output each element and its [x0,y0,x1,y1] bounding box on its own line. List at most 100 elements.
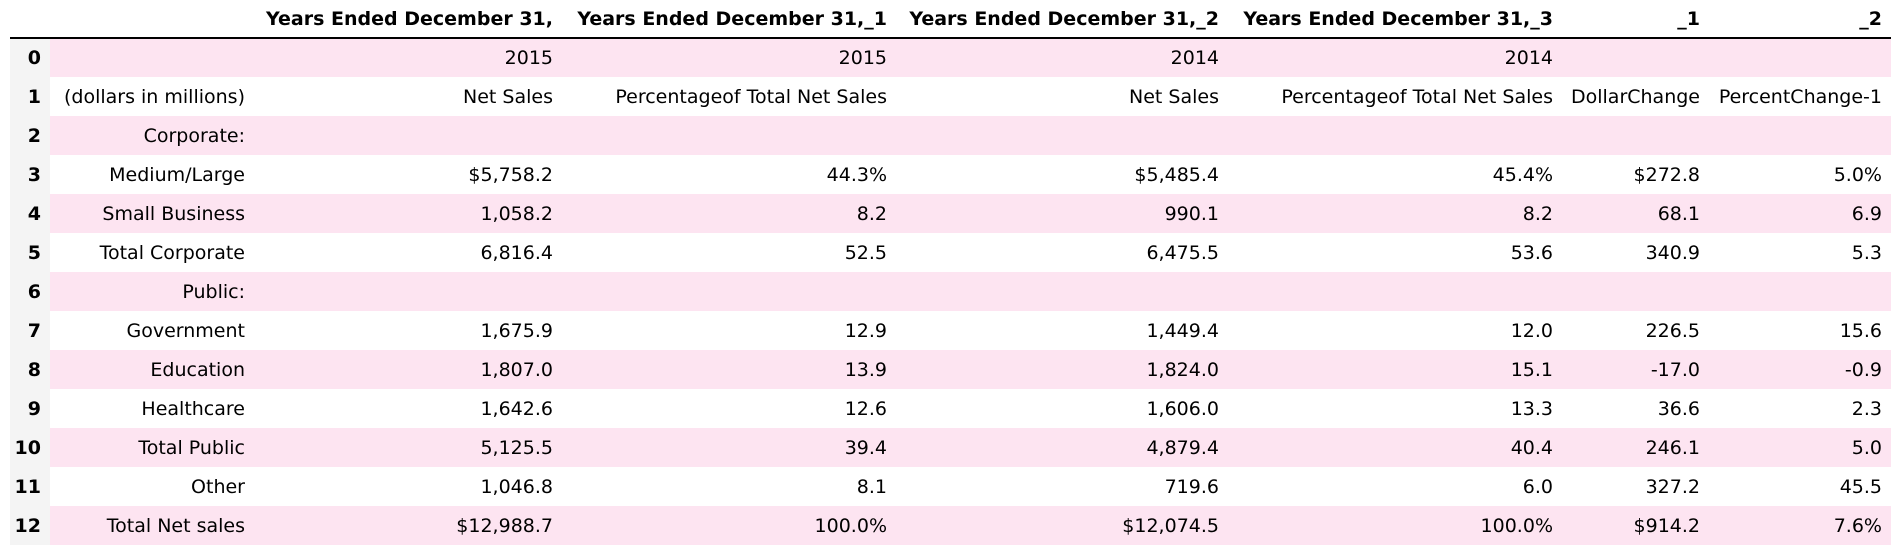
table-cell: Total Corporate [99,241,245,264]
row-index: 1 [10,77,50,116]
column-header [50,0,254,38]
table-cell [1562,116,1709,155]
table-row: 7 Government 1,675.9 12.9 1,449.4 12.0 226.5 15… [10,311,1891,350]
table-row: 8 Education 1,807.0 13.9 1,824.0 15.1 -17.0 -0.… [10,350,1891,389]
table-cell [254,272,562,311]
table-cell: 8.1 [856,475,887,498]
table-cell [50,38,254,77]
table-cell: Total Net sales [50,506,254,545]
table-cell: 15.6 [1839,319,1882,342]
row-index: 5 [10,233,50,272]
table-cell: 5,125.5 [254,428,562,467]
row-index: 4 [10,194,50,233]
table-cell: Education [50,350,254,389]
table-cell [1709,116,1891,155]
table-cell: $272.8 [1633,163,1700,186]
table-cell: Percentageof Total Net Sales [615,85,887,108]
table-cell: 2014 [896,38,1228,77]
table-cell: (dollars in millions) [63,85,245,108]
row-index: 6 [10,272,50,311]
row-index: 12 [10,506,50,545]
table-cell [1228,272,1562,311]
table-cell: 13.3 [1510,397,1553,420]
table-cell: 2015 [562,38,896,77]
table-cell: Other [191,475,245,498]
table-cell: 8.2 [562,194,896,233]
table-cell [896,116,1228,155]
row-index: 2 [10,116,50,155]
table-cell: $914.2 [1562,506,1709,545]
table-cell: 327.2 [1645,475,1700,498]
row-index: 9 [10,389,50,428]
column-header: _2 [1859,7,1882,30]
table-cell: Net Sales [463,85,553,108]
table-cell: 53.6 [1510,241,1553,264]
row-index: 10 [10,428,50,467]
header-row: Years Ended December 31, Years Ended Dece… [10,0,1891,38]
column-header: Years Ended December 31,_3 [1243,7,1553,30]
table-row: 1 (dollars in millions) Net Sales Percentag… [10,77,1891,116]
table-cell: 5.0% [1833,163,1882,186]
table-cell: 1,642.6 [480,397,553,420]
table-cell [896,272,1228,311]
table-cell [1709,38,1891,77]
table-cell [254,116,562,155]
table-cell: 990.1 [896,194,1228,233]
column-header: _1 [1677,7,1700,30]
table-cell: -0.9 [1709,350,1891,389]
row-index: 7 [10,311,50,350]
table-cell: 39.4 [562,428,896,467]
table-cell: Net Sales [1129,85,1219,108]
table-cell: Medium/Large [109,163,245,186]
table-cell [1709,272,1891,311]
table-cell: Small Business [50,194,254,233]
table-cell: 2014 [1228,38,1562,77]
table-cell: 45.5 [1839,475,1882,498]
table-cell: 226.5 [1645,319,1700,342]
table-cell: Public: [50,272,254,311]
table-body: 0 2015 2015 2014 2014 1 (dollars in millions) N… [10,38,1891,545]
table-cell: 5.3 [1851,241,1882,264]
table-cell [562,116,896,155]
table-cell: 12.6 [844,397,887,420]
table-cell: 100.0% [562,506,896,545]
table-cell: 1,675.9 [480,319,553,342]
table-row: 0 2015 2015 2014 2014 [10,38,1891,77]
table-cell: 1,449.4 [1146,319,1219,342]
table-row: 3 Medium/Large $5,758.2 44.3% $5,485.4 45.4% $… [10,155,1891,194]
column-header: Years Ended December 31,_2 [909,7,1219,30]
table-cell: 52.5 [844,241,887,264]
table-cell: $12,074.5 [896,506,1228,545]
table-cell: 5.0 [1709,428,1891,467]
table-cell: Government [126,319,246,342]
table-cell [1562,272,1709,311]
table-cell: 6.0 [1522,475,1553,498]
table-cell: 6,816.4 [480,241,553,264]
table-cell: 6.9 [1709,194,1891,233]
column-header: Years Ended December 31,_1 [577,7,887,30]
table-cell: 4,879.4 [896,428,1228,467]
table-row: 11 Other 1,046.8 8.1 719.6 6.0 327.2 45.5 [10,467,1891,506]
table-cell: 2.3 [1851,397,1882,420]
table-cell: 8.2 [1228,194,1562,233]
table-cell: 44.3% [826,163,887,186]
table-cell: 40.4 [1228,428,1562,467]
table-cell: -17.0 [1562,350,1709,389]
table-row: 10 Total Public 5,125.5 39.4 4,879.4 40.4 246.… [10,428,1891,467]
table-cell: 246.1 [1562,428,1709,467]
table-row: 5 Total Corporate 6,816.4 52.5 6,475.5 53.6 34… [10,233,1891,272]
table-cell: 12.9 [844,319,887,342]
table-cell: PercentChange-1 [1718,85,1882,108]
dataframe-table: Years Ended December 31, Years Ended Dece… [10,0,1891,545]
table-row: 2 Corporate: [10,116,1891,155]
row-index: 8 [10,350,50,389]
table-cell: Total Public [50,428,254,467]
table-cell: 36.6 [1657,397,1700,420]
table-cell: Healthcare [141,397,245,420]
table-cell: Percentageof Total Net Sales [1281,85,1553,108]
column-header [10,0,50,38]
table-cell: 719.6 [1164,475,1219,498]
table-row: 12 Total Net sales $12,988.7 100.0% $12,074.… [10,506,1891,545]
table-row: 6 Public: [10,272,1891,311]
table-cell: 1,046.8 [480,475,553,498]
